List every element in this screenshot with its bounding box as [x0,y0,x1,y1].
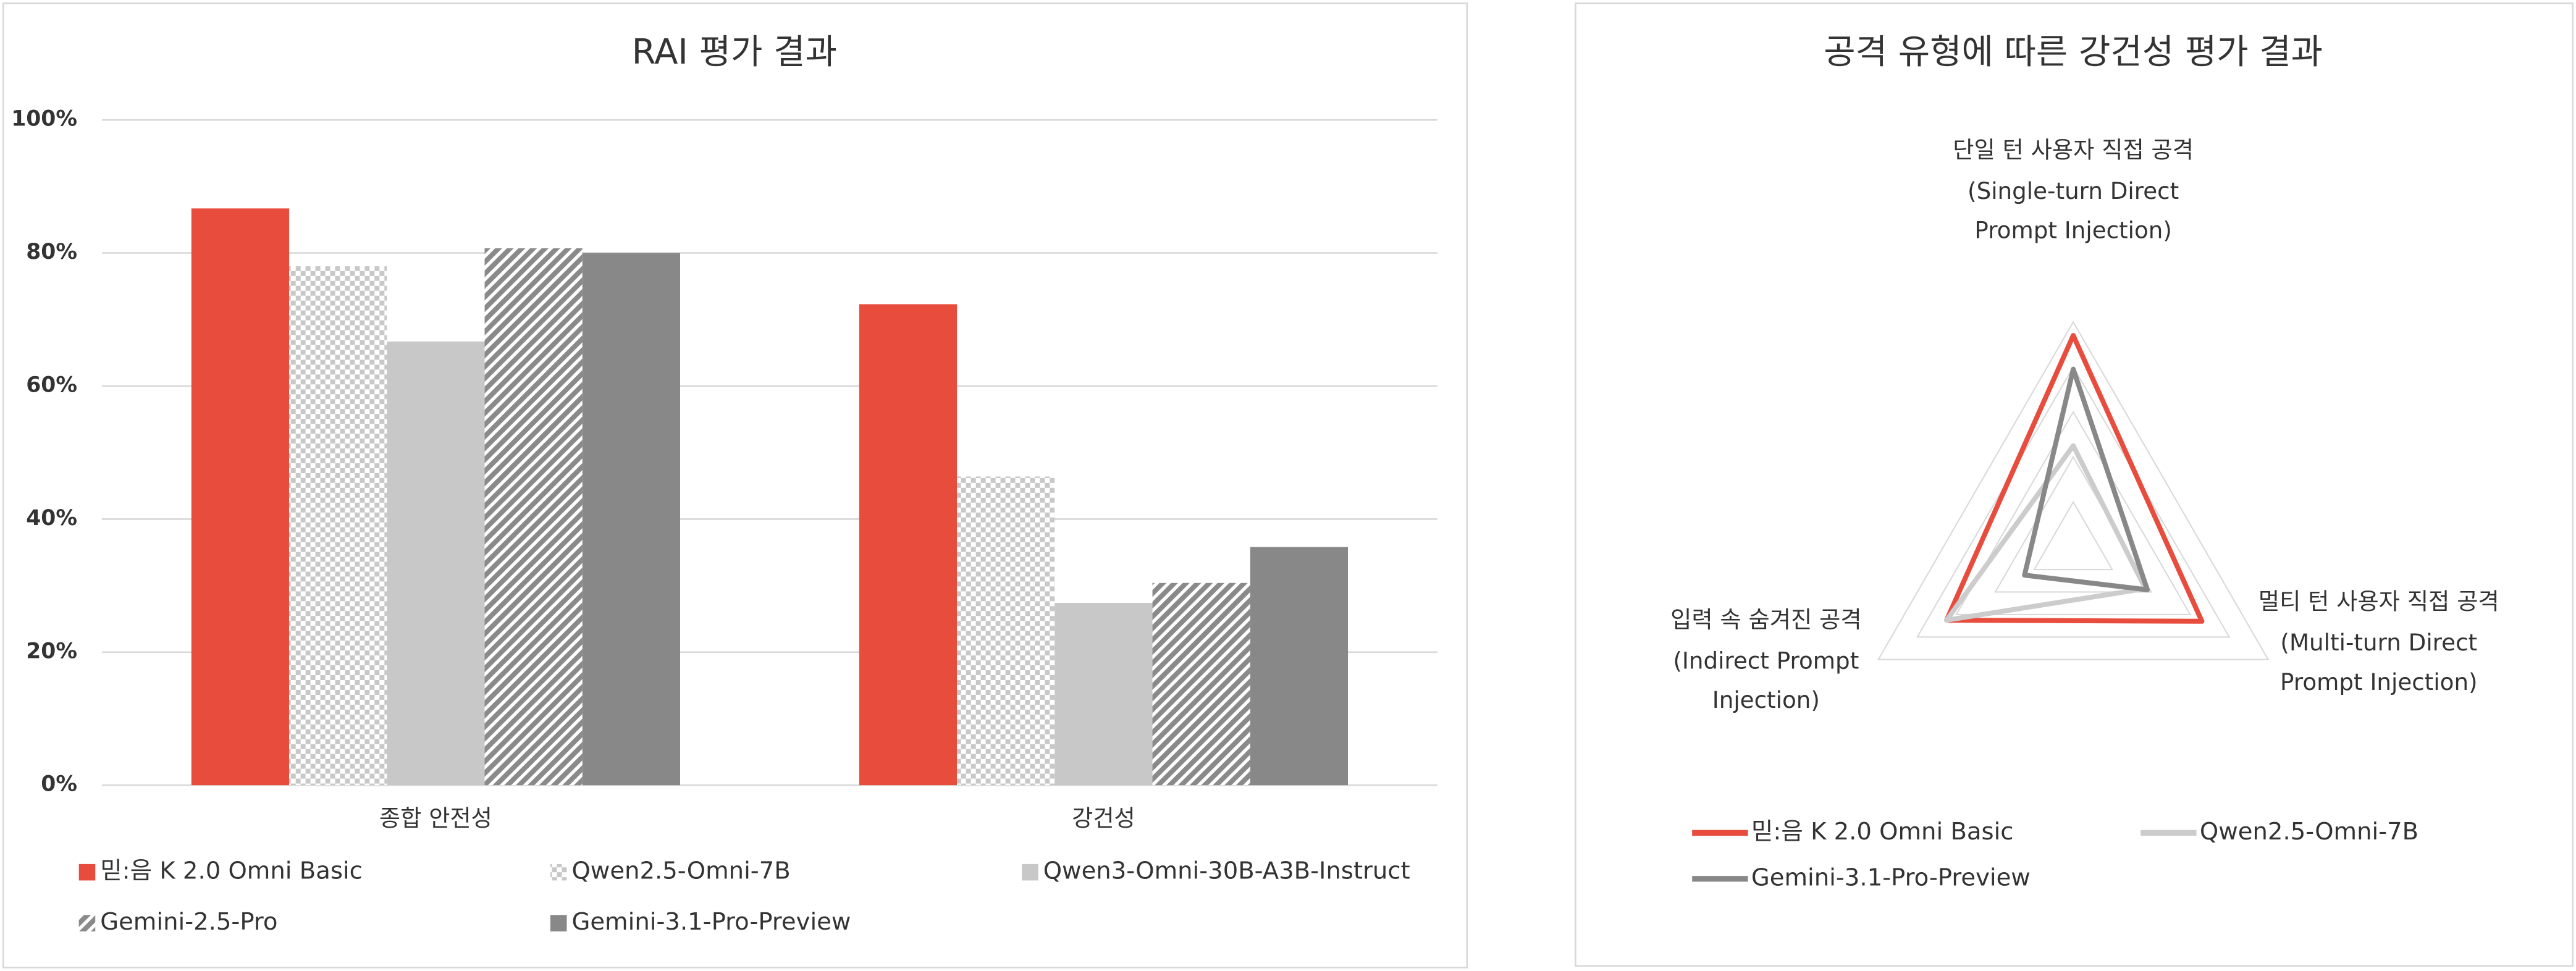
bar [289,266,387,786]
y-tick-label: 20% [26,639,77,663]
series-line [1944,443,2148,623]
legend-swatch [550,915,567,931]
y-tick-label: 40% [26,506,77,531]
legend-swatch [1022,864,1038,881]
axis-label: 멀티 턴 사용자 직접 공격 (Multi-turn Direct Prompt… [2258,589,2499,697]
legend-swatch [550,864,567,881]
bar [1250,547,1349,786]
grid-ring [1877,321,2270,660]
series-line [1944,333,2205,624]
legend-label: 믿:음 K 2.0 Omni Basic [1751,818,2014,846]
bar [582,253,680,786]
axis-label: 입력 속 숨겨진 공격 (Indirect Prompt Injection) [1670,607,1862,715]
bar [484,248,583,786]
chart-title: RAI 평가 결과 [632,32,837,72]
y-tick-label: 60% [26,372,77,397]
bar [387,341,485,786]
bar [957,476,1055,786]
bar [191,208,290,786]
x-tick-label: 강건성 [1072,805,1135,832]
legend-swatch [78,864,96,881]
legend-label: Qwen2.5-Omni-7B [2200,818,2418,846]
y-tick-label: 0% [41,772,77,797]
radar-panel [1575,2,2574,967]
legend-label: Qwen2.5-Omni-7B [571,857,790,885]
legend-label: 믿:음 K 2.0 Omni Basic [100,857,363,885]
legend-label: Gemini-3.1-Pro-Preview [571,908,851,936]
legend-label: Gemini-3.1-Pro-Preview [1751,864,2031,891]
y-tick-label: 80% [26,240,77,264]
x-tick-label: 종합 안전성 [379,805,492,832]
legend-label: Qwen3-Omni-30B-A3B-Instruct [1043,857,1410,885]
bar [1054,603,1153,786]
bar [859,304,958,786]
y-tick-label: 100% [11,107,77,132]
grid-ring [2033,500,2114,571]
grid-ring [1916,365,2231,638]
axis-label: 단일 턴 사용자 직접 공격 (Single-turn Direct Promp… [1953,138,2194,245]
series-line [2022,366,2150,592]
chart-title: 공격 유형에 따른 강건성 평가 결과 [1824,32,2323,72]
bar [1152,582,1250,786]
grid-ring [1955,410,2192,615]
legend-label: Gemini-2.5-Pro [100,908,277,936]
legend-swatch [78,915,96,931]
